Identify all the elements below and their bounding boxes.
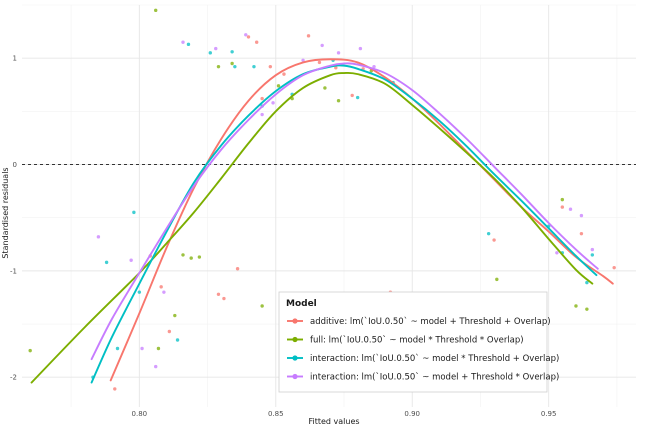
point-s0-6 xyxy=(235,267,240,271)
point-s0-21 xyxy=(612,265,616,270)
point-s1-4 xyxy=(181,253,185,257)
point-s2-16 xyxy=(486,231,491,236)
legend-label-1: full: lm(`IoU.0.50` ~ model * Threshold … xyxy=(310,335,524,346)
point-s0-4 xyxy=(216,292,221,296)
legend-box xyxy=(278,291,548,393)
y-tick-label-1: 0 xyxy=(13,161,17,169)
point-s2-14 xyxy=(355,95,360,100)
point-s2-1 xyxy=(104,260,109,265)
point-s1-8 xyxy=(230,61,234,66)
point-s2-7 xyxy=(208,51,212,55)
point-s3-10 xyxy=(301,58,305,63)
point-s3-17 xyxy=(579,213,584,218)
point-s3-16 xyxy=(568,207,573,211)
point-s2-6 xyxy=(186,42,191,47)
x-tick-label-3: 0.95 xyxy=(541,410,557,418)
point-s2-8 xyxy=(230,50,234,54)
point-s1-15 xyxy=(495,277,499,282)
point-s0-18 xyxy=(492,238,496,242)
point-s1-12 xyxy=(323,86,327,90)
point-s0-8 xyxy=(254,40,259,44)
point-s0-5 xyxy=(222,296,226,301)
point-s3-12 xyxy=(336,51,341,55)
point-s1-5 xyxy=(189,256,193,260)
point-s2-9 xyxy=(233,64,237,69)
point-s2-3 xyxy=(132,210,136,215)
point-s3-14 xyxy=(372,64,376,69)
axes: 0.80 0.85 0.90 0.95 1 0 -1 -2 xyxy=(10,55,556,418)
point-s3-2 xyxy=(140,346,144,351)
y-tick-label-2: -1 xyxy=(10,267,17,275)
legend-label-2: interaction: lm(`IoU.0.50` ~ model * Thr… xyxy=(310,353,559,364)
curve-series-3 xyxy=(90,62,599,361)
point-s1-2 xyxy=(156,346,161,351)
x-tick-label-1: 0.85 xyxy=(268,410,284,418)
point-s3-1 xyxy=(129,258,133,262)
point-s2-10 xyxy=(252,64,256,69)
point-s1-6 xyxy=(197,255,202,259)
point-s0-15 xyxy=(350,93,354,98)
point-s3-5 xyxy=(181,40,185,44)
point-s0-13 xyxy=(317,60,322,65)
point-s1-13 xyxy=(336,99,341,103)
point-s1-7 xyxy=(216,64,221,69)
point-s1-1 xyxy=(154,8,158,13)
y-tick-label-0: 1 xyxy=(13,55,17,63)
x-tick-label-0: 0.80 xyxy=(132,410,148,418)
point-s0-12 xyxy=(306,34,311,38)
y-axis-title: Standardised residuals xyxy=(1,167,10,258)
point-s0-3 xyxy=(167,329,172,334)
point-s3-3 xyxy=(154,364,158,369)
point-s0-10 xyxy=(268,64,273,69)
point-s2-4 xyxy=(137,290,142,294)
point-s0-7 xyxy=(246,35,251,39)
point-s1-17 xyxy=(574,304,578,308)
legend-key-dot-1 xyxy=(292,336,298,343)
point-s1-16 xyxy=(560,197,565,202)
point-s1-18 xyxy=(585,307,589,311)
point-s3-9 xyxy=(271,101,275,105)
point-s0-20 xyxy=(579,231,584,236)
point-s3-8 xyxy=(260,112,264,117)
x-axis-title: Fitted values xyxy=(308,417,359,426)
point-s1-3 xyxy=(173,313,177,318)
y-tick-label-3: -2 xyxy=(10,374,17,382)
legend-key-dot-2 xyxy=(292,355,298,361)
point-s3-0 xyxy=(96,235,101,239)
point-s3-6 xyxy=(214,46,218,51)
x-tick-label-2: 0.90 xyxy=(404,410,420,418)
point-s3-4 xyxy=(162,290,166,294)
point-s1-9 xyxy=(260,304,264,308)
point-s0-11 xyxy=(282,72,286,76)
point-s1-0 xyxy=(28,348,32,353)
point-s2-19 xyxy=(585,280,589,285)
point-s3-15 xyxy=(555,251,559,255)
point-s0-9 xyxy=(260,96,264,101)
legend-key-dot-0 xyxy=(292,318,298,324)
point-s0-2 xyxy=(159,285,163,289)
point-s1-10 xyxy=(276,84,281,88)
legend-label-3: interaction: lm(`IoU.0.50` ~ model + Thr… xyxy=(310,372,559,383)
point-s3-11 xyxy=(320,43,324,48)
legend-label-0: additive: lm(`IoU.0.50` ~ model + Thresh… xyxy=(310,316,551,327)
point-s3-18 xyxy=(590,247,595,252)
point-s2-20 xyxy=(590,253,595,257)
smooth-curves xyxy=(30,58,614,384)
point-s3-7 xyxy=(244,33,248,37)
legend-title: Model xyxy=(286,299,317,309)
point-s2-2 xyxy=(115,346,120,351)
legend-key-dot-3 xyxy=(292,373,298,380)
point-s2-5 xyxy=(175,338,180,342)
point-s0-14 xyxy=(334,66,338,70)
point-s3-13 xyxy=(358,46,363,51)
curve-series-1 xyxy=(30,71,594,384)
legend: Model additive: lm(`IoU.0.50` ~ model + … xyxy=(278,291,559,393)
point-s0-19 xyxy=(560,205,565,209)
point-s0-0 xyxy=(113,387,117,391)
